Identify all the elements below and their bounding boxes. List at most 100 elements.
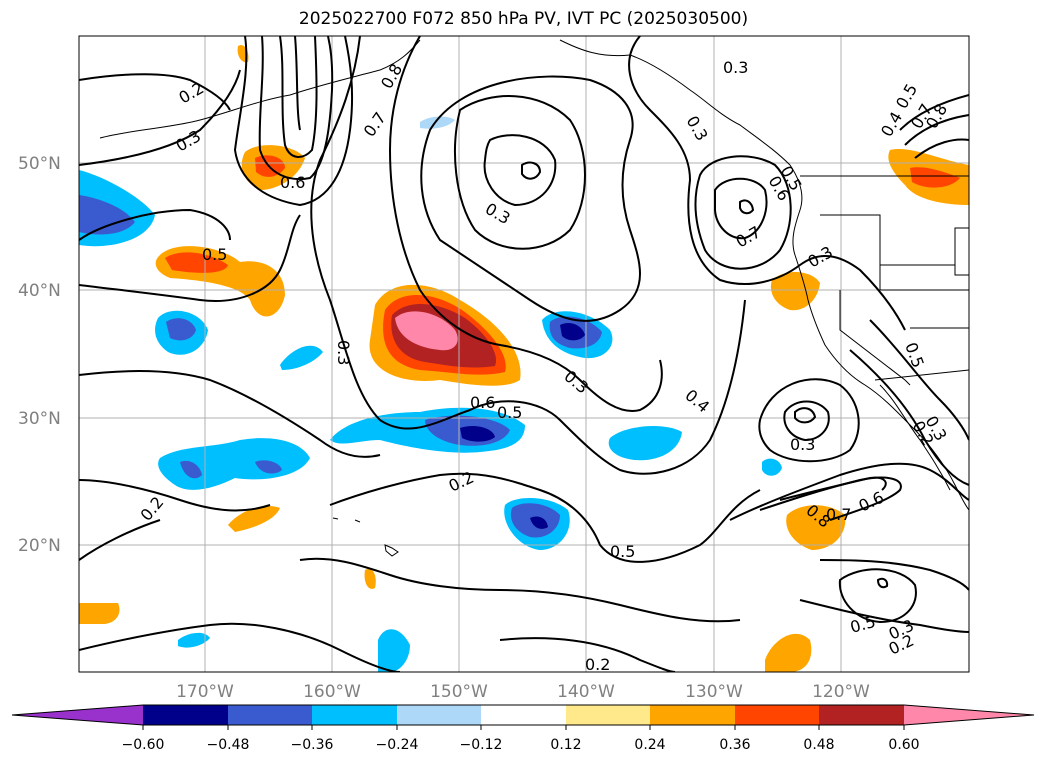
- shade-pos-subtropic: [786, 505, 846, 550]
- hawaii-1: [384, 544, 399, 557]
- shade-neg-east: [608, 426, 682, 461]
- shade-pos-south: [765, 633, 812, 672]
- colorbar-tick-label: 0.36: [719, 737, 750, 753]
- contour-trough-2: [258, 36, 334, 180]
- lon-label-120w: 120°W: [812, 682, 870, 702]
- colorbar-bin: [397, 705, 481, 725]
- contour-label: 0.5: [202, 245, 227, 264]
- lat-label-40: 40°N: [18, 281, 61, 301]
- border-states-1: [820, 214, 955, 266]
- colorbar-tick-label: 0.60: [888, 737, 919, 753]
- contour-label: 0.5: [497, 403, 522, 422]
- colorbar-bin: [819, 705, 904, 725]
- colorbar-tick-label: 0.12: [550, 737, 581, 753]
- lat-label-30: 30°N: [18, 409, 61, 429]
- contour-west-3: [79, 208, 231, 241]
- map-title: 2025022700 F072 850 hPa PV, IVT PC (2025…: [298, 9, 749, 29]
- positive-shading: [79, 45, 969, 672]
- shade-neg-south-dark: [530, 516, 548, 529]
- contour-outer-ne: [628, 36, 906, 331]
- shade-pos-central-core: [395, 311, 458, 351]
- coast-baja: [879, 384, 951, 491]
- contour-large-2: [388, 36, 663, 412]
- contour-south-2: [299, 557, 741, 623]
- contour-ne-high-1: [694, 155, 792, 270]
- contour-far-se-2: [799, 599, 969, 633]
- shade-neg-band-dark: [460, 426, 495, 442]
- map-frame: [78, 35, 970, 673]
- colorbar-tick-label: −0.48: [207, 737, 250, 753]
- contour-far-se-core: [876, 577, 889, 589]
- negative-shading: [79, 116, 782, 672]
- lat-labels: 50°N 40°N 30°N 20°N: [18, 154, 61, 556]
- coast-alaska-peninsula: [99, 39, 421, 139]
- colorbar-extend-min: [12, 705, 143, 725]
- contour-label: 0.2: [176, 78, 208, 107]
- contour-west-2: [79, 69, 241, 166]
- contour-label: 0.3: [683, 113, 712, 145]
- hawaii-2: [354, 519, 361, 523]
- colorbar-bin: [143, 705, 228, 725]
- shade-neg-small-2: [378, 629, 410, 672]
- lon-labels: 170°W 160°W 150°W 140°W 130°W 120°W: [176, 682, 870, 702]
- contour-south-4: [499, 637, 676, 672]
- coastlines: [99, 39, 969, 557]
- colorbar-bin: [481, 705, 566, 725]
- coast-bc: [789, 164, 803, 256]
- colorbar-tick-label: −0.24: [376, 737, 419, 753]
- shade-pos-ne-core: [910, 167, 960, 188]
- contour-ne-high-2: [714, 177, 768, 240]
- colorbar-tick-label: −0.60: [122, 737, 165, 753]
- island-east: [954, 227, 969, 276]
- contour-label: 0.6: [856, 488, 887, 516]
- shade-pos-west-edge: [79, 603, 120, 624]
- contour-se-high-2: [783, 400, 830, 442]
- contour-trough-1: [233, 36, 354, 207]
- contour-far-se-low: [838, 568, 917, 624]
- contour-east-cluster-2: [904, 114, 969, 146]
- coast-us-west: [794, 254, 969, 511]
- contour-se-high: [758, 378, 860, 463]
- contour-label: 0.7: [826, 505, 851, 524]
- contour-label: 0.4: [681, 386, 713, 417]
- colorbar-bin: [650, 705, 735, 725]
- shade-pos-small-1: [364, 568, 376, 589]
- colorbar-bin: [312, 705, 397, 725]
- lon-label-160w: 160°W: [303, 682, 361, 702]
- border-mexico: [874, 369, 969, 381]
- graticule: [79, 36, 969, 672]
- contour-label: 0.8: [377, 60, 406, 92]
- contour-label: 0.7: [360, 109, 390, 141]
- shade-neg-small-4: [178, 632, 210, 648]
- contour-label: 0.6: [280, 173, 305, 192]
- shade-neg-small-3: [762, 458, 782, 476]
- contour-se-jet-2: [759, 476, 902, 521]
- shade-neg-small-1: [280, 345, 323, 370]
- contour-label: 0.3: [334, 340, 353, 365]
- colorbar-bin: [566, 705, 650, 725]
- contour-south-3: [79, 622, 401, 672]
- contour-high-1: [454, 95, 586, 250]
- contour-sw-2: [79, 519, 161, 561]
- shade-pos-west-band-core: [165, 252, 228, 273]
- contour-large-1: [310, 36, 746, 475]
- shade-neg-west-edge-core: [79, 195, 135, 235]
- contour-west-4: [79, 214, 301, 302]
- contour-west-south: [79, 370, 381, 458]
- colorbar: −0.60 −0.48 −0.36 −0.24 −0.12 0.12 0.24 …: [11, 704, 1035, 753]
- contour-label: 0.2: [446, 468, 477, 496]
- contour-label: 0.5: [901, 340, 928, 370]
- contour-label: 0.2: [137, 493, 168, 525]
- contour-label: 0.5: [610, 542, 635, 561]
- lon-label-140w: 140°W: [557, 682, 615, 702]
- contour-label: 0.2: [585, 655, 610, 674]
- colorbar-extend-max: [904, 705, 1034, 725]
- coast-alaska-gulf: [559, 39, 791, 166]
- lon-label-130w: 130°W: [685, 682, 743, 702]
- contour-se-high-core: [794, 407, 817, 424]
- contour-high-2: [483, 134, 557, 207]
- shade-neg-small-5: [420, 116, 455, 129]
- contour-trough-3: [279, 36, 318, 158]
- contour-east-lines-2: [849, 349, 969, 486]
